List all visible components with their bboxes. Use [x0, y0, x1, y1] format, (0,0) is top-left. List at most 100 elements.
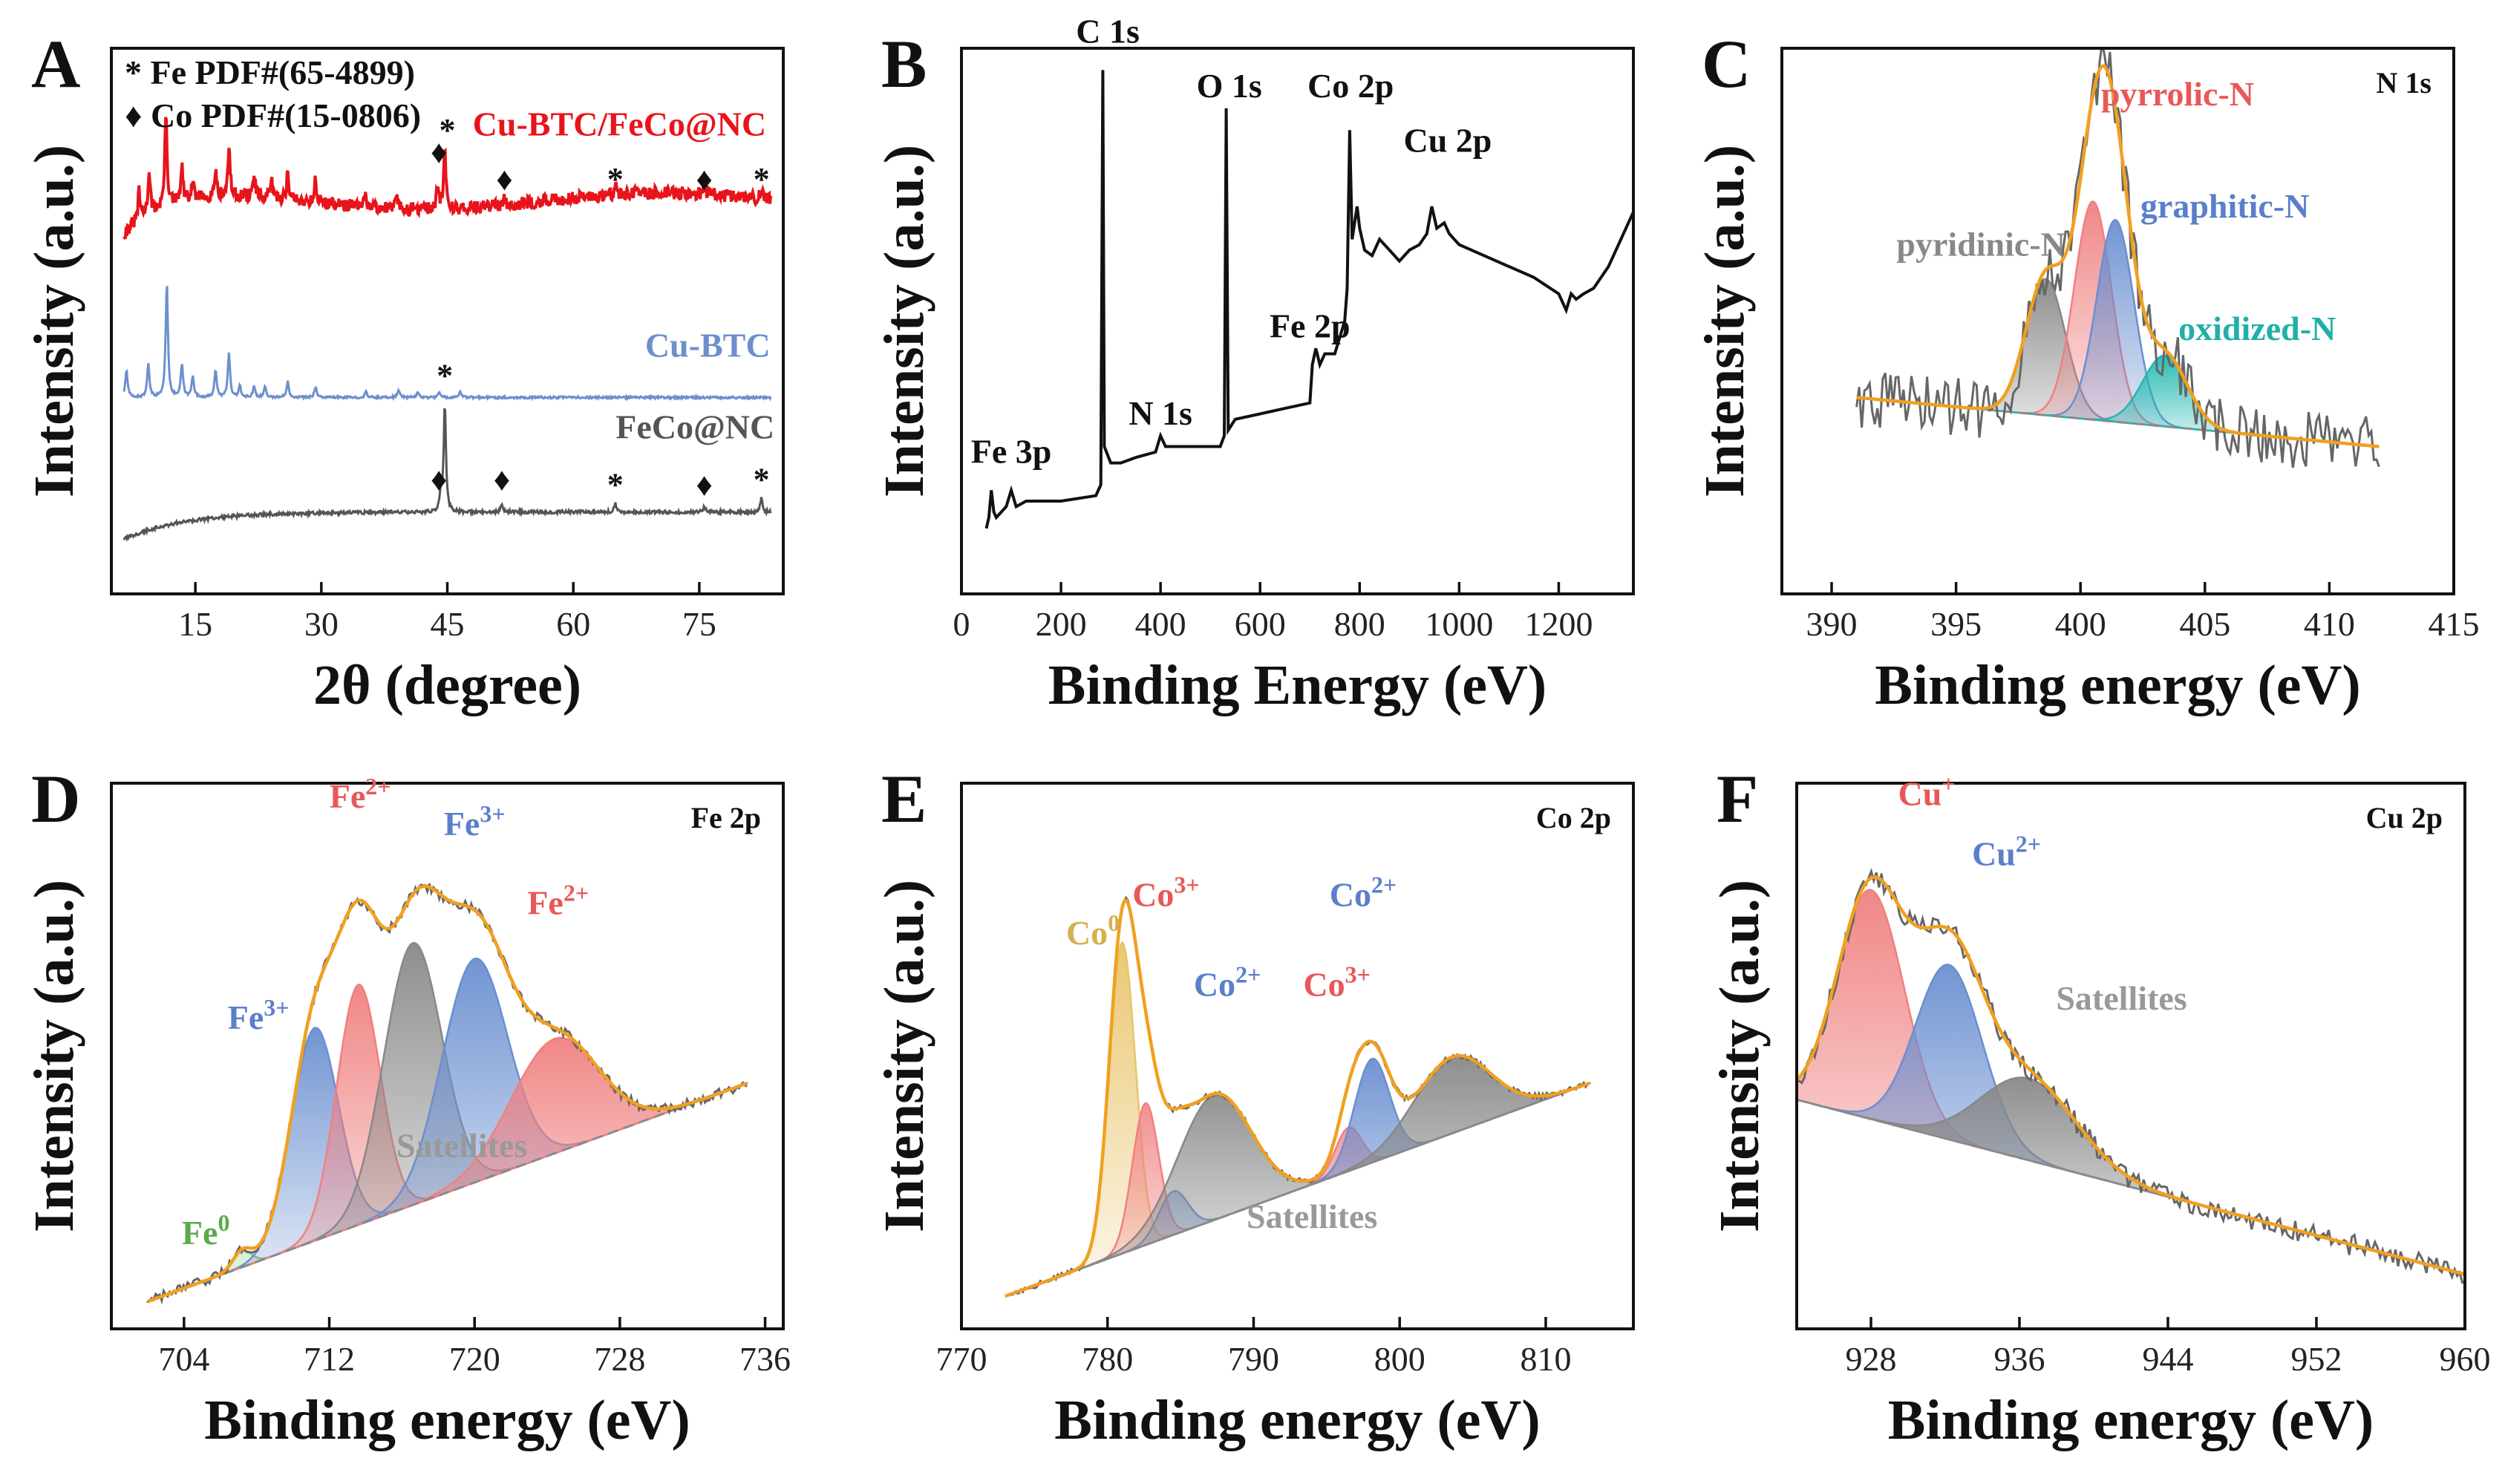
- x-tick-label: 405: [2179, 605, 2230, 643]
- x-tick-label: 45: [431, 605, 465, 643]
- axes-frame-D: [110, 782, 785, 1330]
- annotation-label: oxidized-N: [2178, 310, 2336, 347]
- x-tick-label: 936: [1994, 1340, 2045, 1378]
- panel-C: 390 395 400 405 410 415 Binding energy (eV) Int…: [1694, 26, 2480, 716]
- panel-letter: B: [881, 26, 927, 102]
- panel-title: Cu 2p: [2366, 801, 2443, 834]
- x-tick-label: 800: [1334, 605, 1385, 643]
- x-axis-label: 2θ (degree): [313, 654, 581, 716]
- pdf-peak-marker: *: [437, 358, 453, 394]
- annotation-label: Fe2+: [330, 773, 391, 815]
- raw-spectrum-line: [1855, 50, 2380, 468]
- series-line-feco-nc: [123, 408, 772, 542]
- x-tick-label: 600: [1235, 605, 1286, 643]
- background-baseline: [147, 1082, 748, 1303]
- x-tick-label: 0: [953, 605, 970, 643]
- annotation-label: Fe0: [182, 1209, 230, 1252]
- panel-letter: E: [881, 761, 927, 837]
- x-tick-label: 415: [2429, 605, 2480, 643]
- x-tick-label: 704: [158, 1340, 209, 1378]
- legend-entry: * Fe PDF#(65-4899): [125, 53, 415, 91]
- annotation-label: Satellites: [1247, 1197, 1377, 1235]
- annotation-label: C 1s: [1076, 13, 1140, 50]
- x-tick-label: 780: [1082, 1340, 1133, 1378]
- panel-letter: C: [1702, 26, 1751, 102]
- x-tick-label: 75: [682, 605, 716, 643]
- panel-letter: A: [31, 26, 80, 102]
- annotation-label: Co3+: [1132, 871, 1199, 913]
- panel-A: 15 30 45 60 75 2θ (degree) Intensity (a.u.) A * …: [23, 26, 785, 716]
- fit-envelope-line: [1856, 64, 2380, 448]
- annotation-label: Co2+: [1330, 871, 1397, 913]
- pdf-peak-marker: *: [440, 112, 456, 148]
- pdf-peak-marker: *: [607, 161, 624, 197]
- annotation-label: Cu-BTC: [645, 326, 771, 364]
- x-tick-label: 810: [1520, 1340, 1571, 1378]
- x-tick-label: 30: [304, 605, 339, 643]
- panel-D: 704 712 720 728 736 Binding energy (eV) Intens…: [23, 761, 791, 1451]
- annotation-label: Fe 2p: [1270, 307, 1351, 345]
- axes-frame-E: [960, 782, 1635, 1330]
- annotation-label: O 1s: [1197, 67, 1262, 105]
- x-tick-label: 400: [1135, 605, 1186, 643]
- x-axis-label: Binding energy (eV): [1875, 654, 2360, 716]
- x-tick-label: 1000: [1425, 605, 1493, 643]
- panel-title: Fe 2p: [691, 801, 761, 834]
- y-axis-label: Intensity (a.u.): [1708, 880, 1771, 1232]
- x-tick-label: 1200: [1524, 605, 1593, 643]
- x-tick-label: 952: [2291, 1340, 2342, 1378]
- legend-entry: ♦ Co PDF#(15-0806): [125, 97, 421, 134]
- pdf-peak-marker: ♦: [696, 161, 712, 197]
- pdf-peak-marker: ♦: [431, 134, 447, 170]
- background-baseline: [1005, 1082, 1590, 1298]
- annotation-label: Satellites: [2056, 979, 2186, 1017]
- y-axis-label: Intensity (a.u.): [1694, 145, 1756, 497]
- series-line-cu-btc-feco-nc: [123, 117, 772, 240]
- panel-F: 928 936 944 952 960 Binding energy (eV) Intens…: [1708, 761, 2491, 1451]
- x-axis-label: Binding Energy (eV): [1048, 654, 1547, 716]
- axes-frame-B: [960, 47, 1635, 595]
- x-axis-label: Binding energy (eV): [204, 1389, 690, 1451]
- series-line-cu-btc: [123, 286, 772, 402]
- annotation-label: Fe2+: [527, 879, 589, 921]
- annotation-label: graphitic-N: [2140, 187, 2309, 225]
- annotation-label: Co 2p: [1307, 67, 1394, 105]
- x-tick-label: 712: [304, 1340, 355, 1378]
- fit-envelope-line: [1798, 875, 2463, 1276]
- x-tick-label: 410: [2304, 605, 2355, 643]
- annotation-label: N 1s: [1129, 394, 1192, 432]
- annotation-label: Co3+: [1303, 961, 1370, 1004]
- x-axis-label: Binding energy (eV): [1054, 1389, 1540, 1451]
- x-tick-label: 395: [1930, 605, 1982, 643]
- x-tick-label: 15: [178, 605, 212, 643]
- annotation-label: Cu+: [1898, 770, 1955, 812]
- pdf-peak-marker: *: [754, 161, 770, 197]
- panel-title: Co 2p: [1536, 801, 1611, 834]
- x-tick-label: 770: [936, 1340, 987, 1378]
- panel-B: 0 200 400 600 800 1000 1200 Binding Energy (eV)…: [873, 13, 1635, 716]
- annotation-label: Co0: [1066, 909, 1120, 952]
- x-tick-label: 928: [1846, 1340, 1897, 1378]
- annotation-label: Fe3+: [444, 800, 506, 843]
- panel-letter: F: [1717, 761, 1758, 837]
- pdf-peak-marker: ♦: [496, 161, 512, 197]
- fit-envelope-line: [147, 884, 748, 1304]
- panel-letter: D: [31, 761, 80, 837]
- x-tick-label: 720: [449, 1340, 500, 1378]
- x-tick-label: 960: [2440, 1340, 2491, 1378]
- annotation-label: Co2+: [1194, 961, 1261, 1004]
- pdf-peak-marker: ♦: [431, 461, 447, 497]
- axes-frame-F: [1795, 782, 2466, 1330]
- x-tick-label: 390: [1806, 605, 1858, 643]
- annotation-label: FeCo@NC: [615, 408, 774, 446]
- axes-frame-C: [1780, 47, 2455, 595]
- x-tick-label: 736: [739, 1340, 791, 1378]
- survey-spectrum-line: [984, 70, 1632, 529]
- x-tick-label: 944: [2143, 1340, 2194, 1378]
- annotation-label: pyridinic-N: [1896, 225, 2065, 263]
- y-axis-label: Intensity (a.u.): [23, 880, 85, 1232]
- annotation-label: pyrrolic-N: [2101, 75, 2254, 113]
- panel-E: 770 780 790 800 810 Binding energy (eV) Intens…: [873, 761, 1635, 1451]
- panel-title: N 1s: [2377, 66, 2431, 99]
